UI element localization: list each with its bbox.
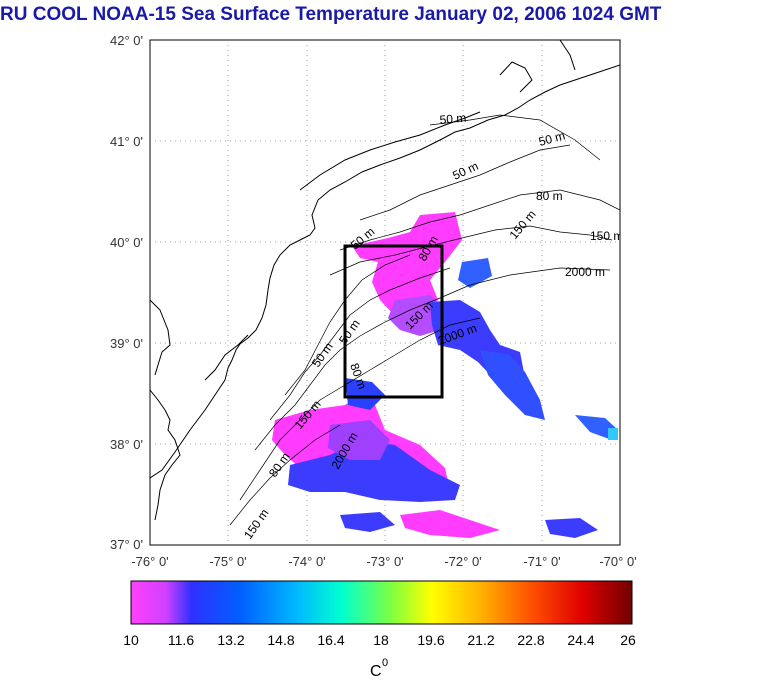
isobath-label: 80 m xyxy=(536,189,563,203)
lon-tick-label: -72° 0' xyxy=(444,554,481,569)
sst-patch-purple-south xyxy=(328,420,390,460)
sst-patch-blue-south-2 xyxy=(345,378,385,410)
lon-tick-label: -76° 0' xyxy=(131,554,168,569)
sst-patch-magenta-far-south xyxy=(400,510,500,538)
sst-patch-blue-east-edge xyxy=(575,415,618,440)
sst-patch-blue-slope xyxy=(480,350,545,420)
colorbar-tick-label: 21.2 xyxy=(467,632,494,648)
colorbar-tick-label: 10 xyxy=(123,632,139,648)
colorbar-unit-label: C xyxy=(370,663,382,680)
lat-tick-label: 38° 0' xyxy=(110,437,143,452)
lat-tick-label: 42° 0' xyxy=(110,33,143,48)
colorbar-tick-label: 11.6 xyxy=(168,632,194,648)
colorbar-tick-label: 16.4 xyxy=(317,632,344,648)
longitude-ticks: -76° 0' -75° 0' -74° 0' -73° 0' -72° 0' … xyxy=(131,554,636,569)
colorbar-tick-label: 18 xyxy=(373,632,389,648)
lat-tick-label: 40° 0' xyxy=(110,235,143,250)
lon-tick-label: -71° 0' xyxy=(523,554,560,569)
colorbar-tick-label: 13.2 xyxy=(217,632,244,648)
lon-tick-label: -73° 0' xyxy=(366,554,403,569)
sst-patch-blue-far-south xyxy=(340,512,395,532)
isobath-label: 2000 m xyxy=(565,265,605,279)
lon-tick-label: -74° 0' xyxy=(288,554,325,569)
colorbar-tick-label: 22.8 xyxy=(517,632,544,648)
sst-patch-cyan-edge xyxy=(608,428,618,440)
coastline xyxy=(150,40,620,521)
map-title: RU COOL NOAA-15 Sea Surface Temperature … xyxy=(0,4,662,25)
colorbar: 10 11.6 13.2 14.8 16.4 18 19.6 21.2 22.8… xyxy=(123,580,636,680)
sst-patches xyxy=(272,212,618,538)
isobaths xyxy=(229,114,620,526)
colorbar-tick-label: 14.8 xyxy=(267,632,294,648)
colorbar-tick-labels: 10 11.6 13.2 14.8 16.4 18 19.6 21.2 22.8… xyxy=(123,632,636,648)
lon-tick-label: -70° 0' xyxy=(599,554,636,569)
study-area-box xyxy=(343,244,444,399)
isobath-label: 50 m xyxy=(537,128,566,148)
colorbar-tick-label: 24.4 xyxy=(567,632,594,648)
lat-tick-label: 39° 0' xyxy=(110,336,143,351)
lon-tick-label: -75° 0' xyxy=(209,554,246,569)
lat-tick-label: 37° 0' xyxy=(110,537,143,552)
colorbar-tick-label: 26 xyxy=(620,632,636,648)
colorbar-gradient xyxy=(130,580,633,625)
isobath-label: 50 m xyxy=(439,111,467,127)
latitude-ticks: 42° 0' 41° 0' 40° 0' 39° 0' 38° 0' 37° 0… xyxy=(110,33,143,552)
isobath-label: 150 m xyxy=(590,229,623,243)
sst-patch-blue-east xyxy=(458,258,492,288)
colorbar-tick-label: 19.6 xyxy=(417,632,444,648)
sst-patch-blue-south xyxy=(288,440,460,502)
sst-patch-blue-far-south-2 xyxy=(545,518,598,538)
lat-tick-label: 41° 0' xyxy=(110,134,143,149)
colorbar-unit-superscript: 0 xyxy=(382,657,388,669)
sst-patch-magenta-north xyxy=(352,212,462,318)
